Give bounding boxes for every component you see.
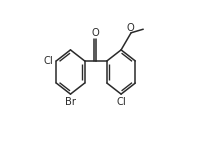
Text: Br: Br [65, 97, 76, 107]
Text: Cl: Cl [44, 56, 53, 66]
Text: Cl: Cl [116, 97, 126, 107]
Text: O: O [92, 28, 100, 38]
Text: O: O [127, 23, 134, 33]
